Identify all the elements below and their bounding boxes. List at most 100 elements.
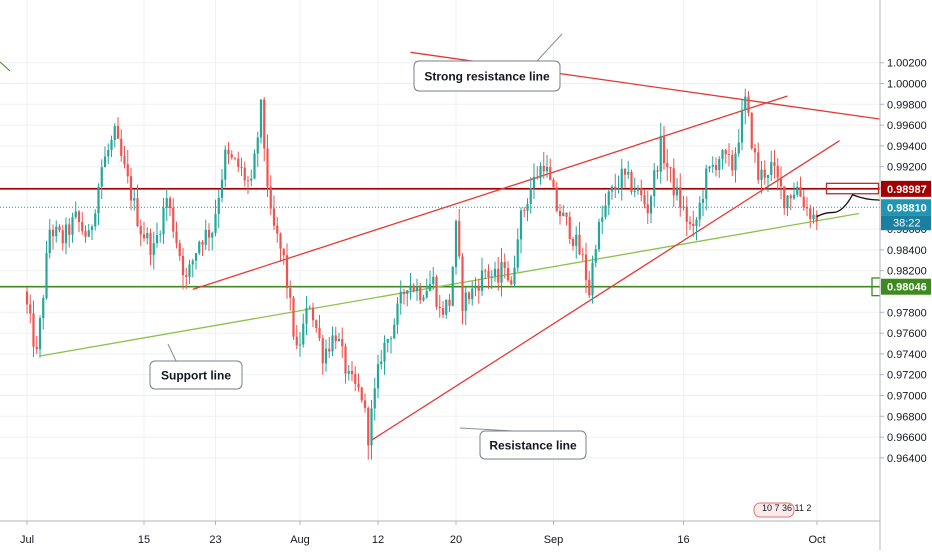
candle-body: [478, 287, 480, 291]
candle-body: [348, 371, 350, 374]
candle-body: [422, 297, 424, 300]
candle-body: [84, 231, 86, 237]
candle-body: [335, 335, 337, 341]
candle-body: [611, 187, 613, 192]
candle-body: [575, 235, 577, 246]
candle-body: [591, 263, 593, 296]
candle-body: [539, 166, 541, 178]
candle-body: [36, 347, 38, 349]
candle-body: [487, 271, 489, 277]
candle-body: [377, 364, 379, 388]
candle-body: [169, 198, 171, 208]
candle-body: [211, 233, 213, 238]
candle-body: [140, 226, 142, 234]
candle-body: [666, 163, 668, 167]
y-tick-label: 0.97000: [887, 391, 927, 403]
candle-body: [617, 188, 619, 189]
candle-body: [640, 188, 642, 195]
y-tick-label: 0.97400: [887, 349, 927, 361]
candle-body: [676, 187, 678, 195]
candle-body: [214, 214, 216, 233]
candle-body: [686, 207, 688, 222]
current-price-price-label: 0.98810: [887, 202, 927, 214]
candle-body: [692, 224, 694, 226]
candle-body: [468, 293, 470, 300]
candle-body: [315, 320, 317, 328]
candle-body: [344, 346, 346, 373]
candle-body: [58, 227, 60, 231]
candle-body: [413, 285, 415, 291]
candle-body: [465, 293, 467, 311]
candle-body: [279, 234, 281, 249]
x-tick-label: Sep: [544, 534, 564, 546]
candle-body: [49, 230, 51, 253]
candle-body: [689, 222, 691, 224]
candle-body: [393, 325, 395, 339]
y-tick-label: 0.99600: [887, 120, 927, 132]
y-tick-label: 0.99400: [887, 141, 927, 153]
candle-body: [403, 292, 405, 294]
candle-body: [351, 371, 353, 374]
candle-body: [292, 298, 294, 337]
candle-body: [149, 233, 151, 255]
x-tick-label: Aug: [290, 534, 310, 546]
candle-body: [494, 269, 496, 276]
candle-body: [699, 203, 701, 220]
candle-body: [582, 254, 584, 255]
candle-body: [62, 230, 64, 243]
candle-body: [718, 159, 720, 170]
candle-body: [318, 328, 320, 338]
candle-body: [110, 140, 112, 150]
candle-body: [205, 230, 207, 245]
candle-body: [757, 152, 759, 180]
candle-body: [604, 206, 606, 218]
candle-body: [354, 374, 356, 384]
candle-body: [439, 307, 441, 308]
candle-body: [71, 217, 73, 235]
candle-body: [790, 195, 792, 198]
candle-body: [777, 166, 779, 178]
candle-body: [309, 308, 311, 309]
x-tick-label: 15: [138, 534, 150, 546]
candle-body: [325, 349, 327, 364]
candle-body: [624, 169, 626, 175]
y-tick-label: 0.99200: [887, 162, 927, 174]
y-tick-label: 1.00200: [887, 58, 927, 70]
y-tick-label: 0.97600: [887, 328, 927, 340]
candle-body: [208, 230, 210, 238]
candle-body: [68, 224, 70, 234]
candle-body: [715, 165, 717, 170]
candle-body: [793, 195, 795, 199]
candle-body: [435, 277, 437, 307]
candle-body: [361, 387, 363, 400]
candle-body: [491, 276, 493, 277]
candle-body: [218, 198, 220, 214]
candle-body: [94, 213, 96, 226]
y-tick-label: 0.98400: [887, 245, 927, 257]
candle-body: [175, 232, 177, 244]
candle-body: [283, 249, 285, 256]
callout-text: Resistance line: [489, 439, 577, 453]
candle-body: [565, 213, 567, 217]
candle-body: [595, 249, 597, 262]
candle-body: [481, 271, 483, 291]
candle-body: [751, 113, 753, 148]
y-tick-label: 0.99800: [887, 99, 927, 111]
y-tick-label: 0.96600: [887, 432, 927, 444]
candle-body: [695, 220, 697, 227]
candle-body: [29, 304, 31, 313]
candle-body: [97, 187, 99, 214]
candle-body: [712, 165, 714, 167]
candle-body: [656, 170, 658, 171]
candle-body: [39, 318, 41, 349]
candle-body: [419, 287, 421, 300]
candle-body: [634, 191, 636, 192]
candle-body: [224, 150, 226, 180]
candle-body: [806, 207, 808, 208]
candle-body: [331, 335, 333, 351]
candle-body: [526, 204, 528, 211]
y-tick-label: 0.97800: [887, 307, 927, 319]
candle-body: [341, 339, 343, 346]
